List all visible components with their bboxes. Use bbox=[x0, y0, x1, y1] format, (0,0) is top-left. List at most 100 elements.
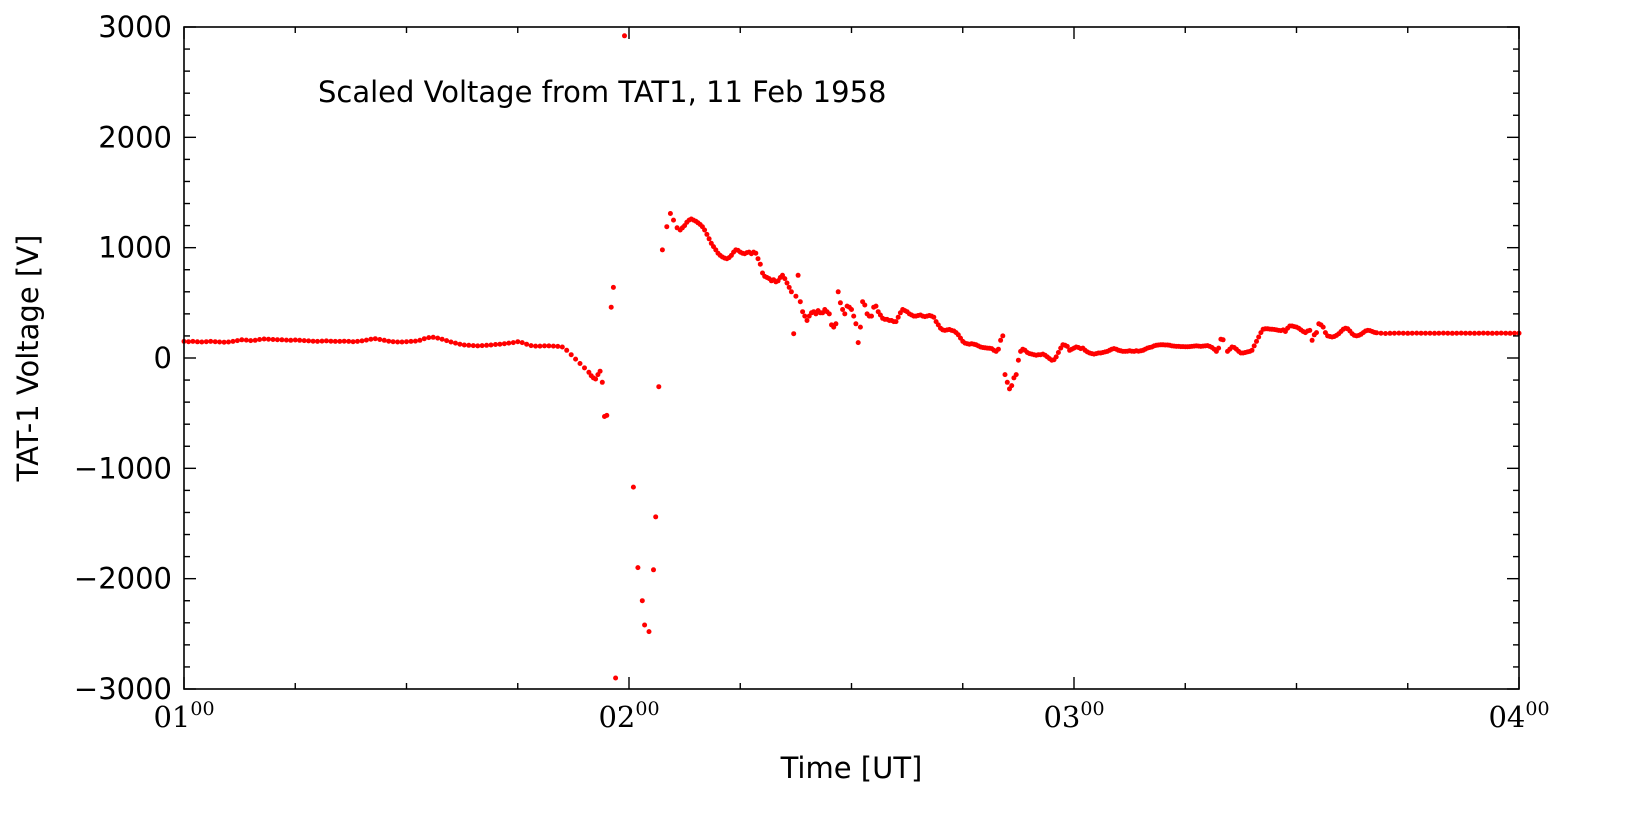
data-point bbox=[853, 321, 859, 327]
data-point bbox=[542, 343, 547, 349]
data-point bbox=[386, 338, 392, 344]
data-point bbox=[493, 342, 498, 347]
x-tick-label: 0400 bbox=[1488, 698, 1549, 734]
y-tick-label: 2000 bbox=[98, 120, 172, 154]
data-point bbox=[395, 339, 401, 345]
data-point bbox=[497, 341, 503, 347]
data-point bbox=[426, 335, 432, 341]
data-point bbox=[390, 339, 396, 345]
data-point bbox=[1002, 372, 1008, 378]
data-point bbox=[372, 336, 378, 342]
data-point bbox=[1458, 330, 1464, 336]
data-point bbox=[664, 224, 670, 230]
data-point bbox=[795, 272, 801, 278]
data-point bbox=[837, 300, 843, 306]
data-point bbox=[1064, 343, 1070, 349]
data-point bbox=[755, 256, 761, 262]
data-point bbox=[851, 313, 857, 319]
data-point bbox=[1009, 383, 1015, 389]
data-point bbox=[622, 33, 627, 39]
data-point bbox=[1405, 330, 1411, 336]
data-point bbox=[757, 261, 763, 267]
data-point bbox=[212, 339, 218, 345]
data-point bbox=[1432, 330, 1437, 336]
data-point bbox=[797, 299, 803, 305]
data-point bbox=[1498, 330, 1504, 336]
data-point bbox=[484, 342, 490, 348]
data-point bbox=[519, 340, 525, 346]
data-point bbox=[559, 344, 565, 350]
data-point bbox=[893, 319, 899, 325]
data-point bbox=[297, 337, 303, 343]
data-point bbox=[319, 338, 325, 344]
data-point bbox=[1251, 343, 1257, 349]
data-point bbox=[635, 565, 641, 571]
data-point bbox=[613, 675, 619, 681]
data-point bbox=[448, 339, 454, 345]
data-point bbox=[1387, 330, 1393, 336]
data-point bbox=[217, 339, 223, 345]
data-point bbox=[753, 250, 759, 256]
data-point bbox=[671, 217, 676, 223]
data-point bbox=[1436, 330, 1442, 336]
data-point bbox=[199, 339, 205, 345]
data-point bbox=[995, 346, 1001, 352]
data-point bbox=[1409, 330, 1415, 336]
data-point bbox=[306, 338, 312, 344]
data-point bbox=[1423, 330, 1428, 336]
data-point bbox=[328, 338, 334, 344]
data-point bbox=[573, 356, 579, 362]
data-point bbox=[873, 303, 879, 309]
data-point bbox=[653, 514, 659, 520]
data-point bbox=[190, 338, 196, 344]
data-point bbox=[186, 339, 191, 345]
data-point bbox=[1013, 372, 1019, 378]
data-point bbox=[630, 484, 636, 490]
data-point bbox=[1507, 330, 1513, 336]
data-point bbox=[332, 338, 338, 344]
data-point bbox=[363, 337, 369, 343]
data-point bbox=[1256, 334, 1262, 340]
data-point bbox=[1485, 330, 1491, 336]
data-point bbox=[1378, 330, 1384, 336]
y-tick-label: −3000 bbox=[74, 672, 172, 706]
data-point bbox=[524, 341, 530, 347]
data-point bbox=[266, 336, 271, 342]
data-point bbox=[646, 629, 652, 635]
data-point bbox=[501, 341, 507, 347]
data-point bbox=[323, 338, 329, 344]
data-point bbox=[417, 337, 423, 343]
y-tick-label: 1000 bbox=[98, 231, 172, 265]
data-point bbox=[341, 338, 347, 344]
data-point bbox=[782, 276, 788, 282]
data-point bbox=[1454, 330, 1460, 336]
data-point bbox=[315, 338, 320, 344]
data-point bbox=[1449, 330, 1455, 336]
data-point bbox=[350, 339, 356, 345]
data-point bbox=[793, 293, 799, 299]
chart-title: Scaled Voltage from TAT1, 11 Feb 1958 bbox=[318, 75, 887, 109]
data-point bbox=[506, 340, 512, 346]
data-point bbox=[788, 289, 794, 295]
data-point bbox=[835, 289, 841, 295]
data-point bbox=[1053, 354, 1059, 360]
data-point bbox=[466, 342, 472, 348]
data-point bbox=[270, 337, 276, 342]
data-point bbox=[208, 338, 214, 344]
data-point bbox=[310, 338, 316, 344]
data-point bbox=[1004, 379, 1010, 385]
data-point bbox=[800, 309, 806, 315]
data-point bbox=[840, 307, 846, 312]
data-point bbox=[457, 341, 463, 347]
data-point bbox=[1400, 330, 1406, 336]
data-point bbox=[470, 343, 476, 349]
data-point bbox=[546, 343, 552, 349]
data-point bbox=[1374, 330, 1380, 336]
data-point bbox=[1494, 330, 1500, 336]
data-point bbox=[568, 352, 574, 358]
data-point bbox=[651, 567, 656, 573]
data-point bbox=[435, 335, 441, 341]
data-point bbox=[599, 379, 605, 385]
data-point bbox=[1472, 330, 1477, 336]
